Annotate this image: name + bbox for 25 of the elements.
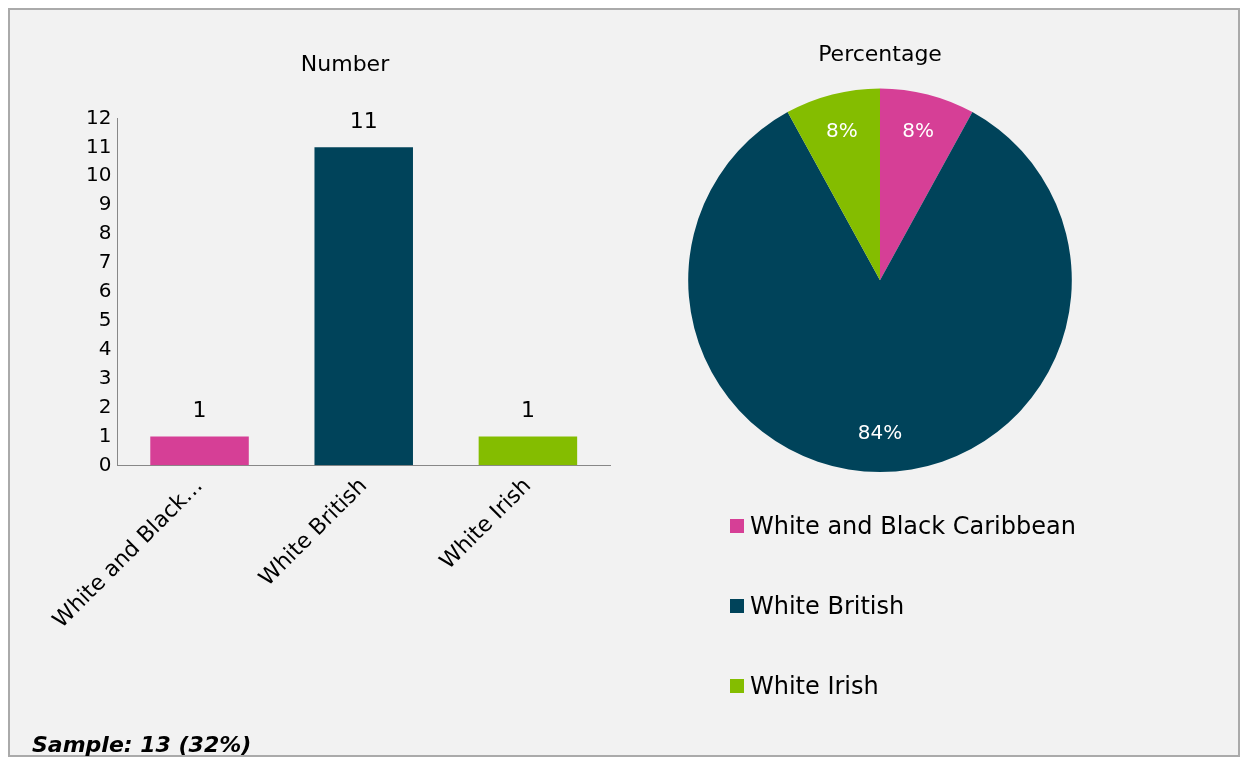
- data-label: 8%: [825, 117, 858, 142]
- text: Sample: 13 (32%): [32, 732, 252, 757]
- y-tick-label: 11: [86, 133, 112, 158]
- chart-title: Percentage: [818, 40, 942, 66]
- legend-label: White Irish: [750, 672, 879, 700]
- data-label: 1: [192, 397, 207, 423]
- y-tick-label: 0: [98, 451, 112, 476]
- y-tick-label: 1: [98, 422, 112, 447]
- data-label: 84%: [857, 419, 903, 444]
- data-label: 11: [349, 108, 378, 134]
- data-label: 1: [520, 397, 535, 423]
- y-tick-label: 4: [98, 335, 112, 360]
- y-tick-label: 10: [86, 162, 112, 187]
- legend-label: White and Black Caribbean: [750, 512, 1076, 540]
- y-tick-label: 5: [98, 306, 112, 331]
- y-tick-label: 7: [98, 249, 112, 274]
- y-tick-label: 8: [98, 220, 112, 245]
- y-tick-label: 12: [86, 104, 112, 129]
- y-tick-label: 9: [98, 191, 112, 216]
- legend-label: White British: [750, 592, 905, 620]
- data-label: 8%: [902, 117, 935, 142]
- y-tick-label: 3: [98, 364, 112, 389]
- chart-title: Number: [300, 50, 391, 76]
- y-tick-label: 6: [98, 278, 112, 303]
- y-tick-label: 2: [98, 393, 112, 418]
